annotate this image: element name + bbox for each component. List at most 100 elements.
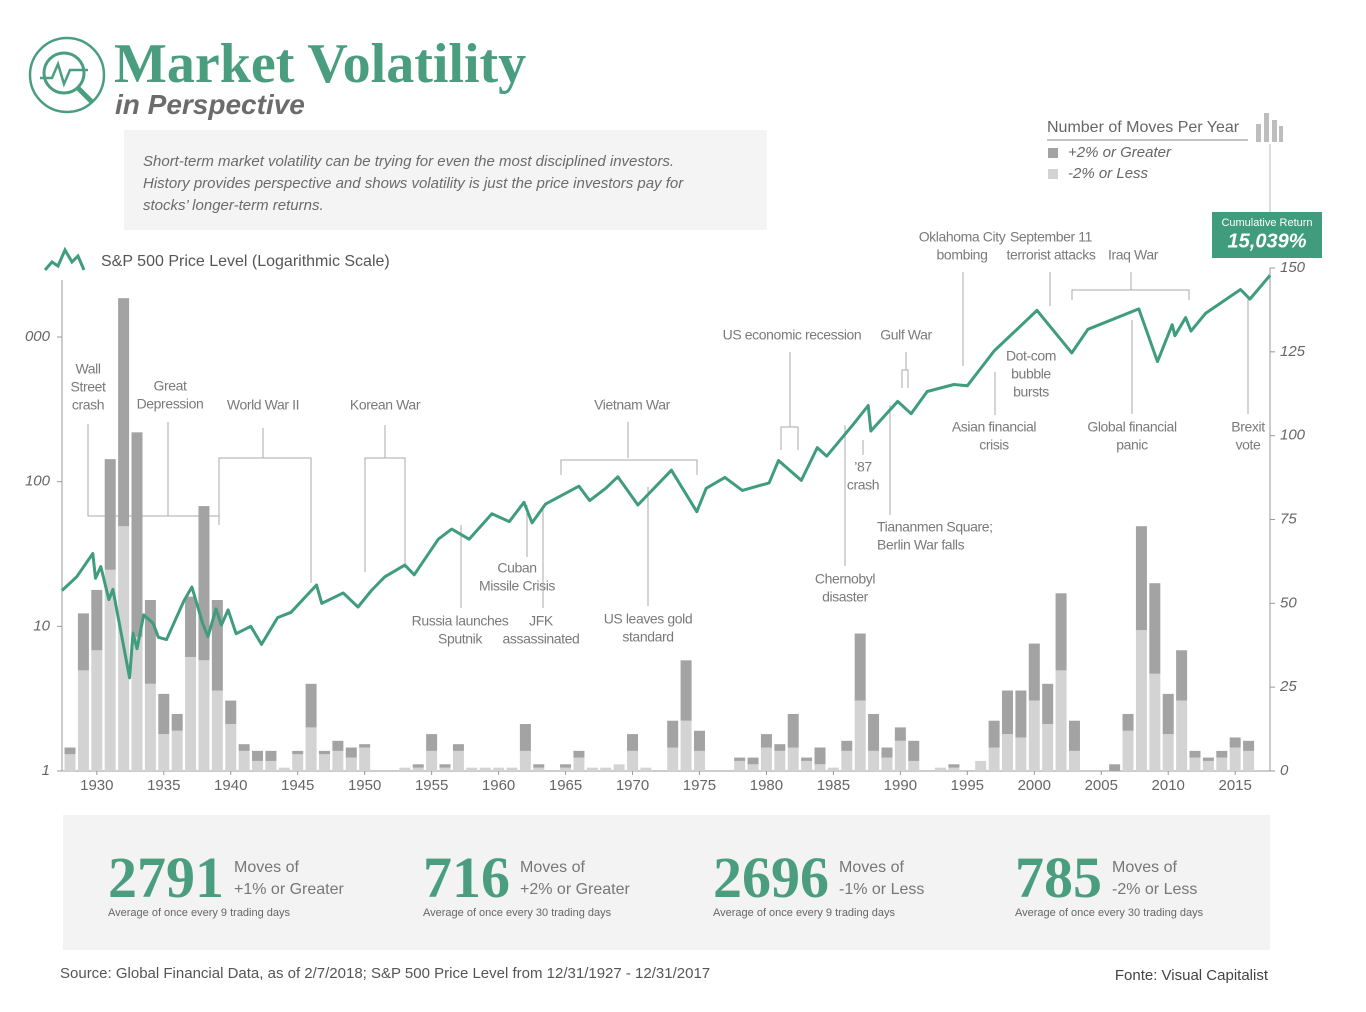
annotation: Iraq War: [1108, 247, 1159, 263]
bar: [1229, 737, 1241, 748]
annotation: Sputnik: [438, 631, 483, 647]
bar: [211, 599, 223, 691]
stat-line: -1% or Less: [839, 881, 924, 898]
annotation-leader: [901, 352, 909, 388]
annotation-leader: [560, 422, 698, 475]
annotation: Russia launches: [412, 613, 509, 629]
annotation: assassinated: [503, 631, 580, 647]
annotation: crash: [847, 477, 879, 493]
bar: [252, 750, 264, 761]
logo-ring: [28, 36, 106, 114]
y-tick-label: 1: [42, 762, 50, 779]
bar: [747, 764, 759, 771]
annotation: disaster: [822, 589, 869, 605]
annotation: Wall: [75, 361, 100, 377]
bar: [158, 693, 170, 735]
bar: [1028, 700, 1040, 771]
annotation: panic: [1116, 437, 1148, 453]
line-legend-icon: [43, 246, 86, 271]
bar: [586, 767, 598, 771]
bar: [613, 764, 625, 771]
bar: [104, 459, 116, 570]
annotation: bombing: [937, 247, 988, 263]
annotation: September 11: [1010, 229, 1093, 245]
bar: [1243, 740, 1255, 751]
bar: [868, 713, 880, 751]
bar: [1216, 750, 1228, 758]
stat-line: Moves of: [520, 859, 585, 876]
icon-bar: [1264, 113, 1269, 142]
bar: [1015, 690, 1027, 738]
bar: [506, 767, 518, 771]
stat-number: 716: [423, 845, 510, 910]
bar: [225, 700, 237, 725]
annotation: JFK: [529, 613, 554, 629]
annotation: ’87: [854, 459, 872, 475]
bar: [988, 747, 1000, 771]
bar: [1202, 757, 1214, 761]
bar: [118, 298, 130, 527]
bar: [1162, 693, 1174, 735]
bar: [1015, 737, 1027, 771]
bar: [426, 750, 438, 771]
stat-note: Average of once every 9 trading days: [108, 907, 291, 919]
bar: [760, 747, 772, 771]
bar: [801, 760, 813, 771]
bar: [1149, 583, 1161, 674]
bar: [171, 730, 183, 771]
bar: [747, 757, 759, 765]
bar: [318, 750, 330, 755]
x-tick-label: 1990: [884, 777, 917, 794]
annotation: Oklahoma City: [919, 229, 1006, 245]
y-tick-label: 100: [25, 473, 51, 490]
legend-label: -2% or Less: [1068, 165, 1149, 182]
bar: [948, 764, 960, 768]
annotation-leader: [218, 428, 312, 583]
bar: [519, 724, 531, 751]
bar: [1109, 764, 1121, 771]
x-tick-label: 2010: [1152, 777, 1185, 794]
stat-number: 2791: [108, 845, 224, 910]
bar: [908, 760, 920, 771]
y2-tick-label: 100: [1280, 427, 1306, 444]
x-tick-label: 1940: [214, 777, 247, 794]
bar: [627, 750, 639, 771]
annotation: bursts: [1013, 384, 1049, 400]
stat-line: Moves of: [839, 859, 904, 876]
annotation: bubble: [1011, 366, 1051, 382]
line-legend-label: S&P 500 Price Level (Logarithmic Scale): [101, 253, 390, 270]
bar: [801, 757, 813, 761]
bar: [479, 767, 491, 771]
description: Short-term market volatility can be tryi…: [143, 153, 684, 214]
x-tick-label: 1960: [482, 777, 515, 794]
bar: [345, 757, 357, 771]
bar: [787, 747, 799, 771]
bar: [144, 683, 156, 771]
annotation: US leaves gold: [604, 611, 693, 627]
legend-swatch: [1048, 169, 1058, 179]
bar: [1243, 750, 1255, 771]
x-tick-label: 2015: [1218, 777, 1251, 794]
annotation: crash: [72, 397, 104, 413]
bar: [238, 750, 250, 771]
annotation: Global financial: [1087, 419, 1177, 435]
bar: [77, 613, 89, 671]
subtitle: in Perspective: [115, 89, 305, 120]
annotation: crisis: [979, 437, 1009, 453]
annotation: Gulf War: [880, 327, 932, 343]
bar: [185, 656, 197, 771]
badge-label: Cumulative Return: [1221, 217, 1312, 229]
bar: [91, 650, 103, 771]
bar: [493, 767, 505, 771]
icon-bar: [1272, 120, 1277, 142]
bar: [345, 747, 357, 758]
bar: [1189, 757, 1201, 771]
stats-box: [63, 815, 1270, 950]
bar: [667, 747, 679, 771]
bar: [560, 767, 572, 771]
badge-value: 15,039%: [1228, 230, 1307, 252]
bar: [1002, 690, 1014, 735]
bar: [894, 740, 906, 771]
bar: [760, 734, 772, 748]
